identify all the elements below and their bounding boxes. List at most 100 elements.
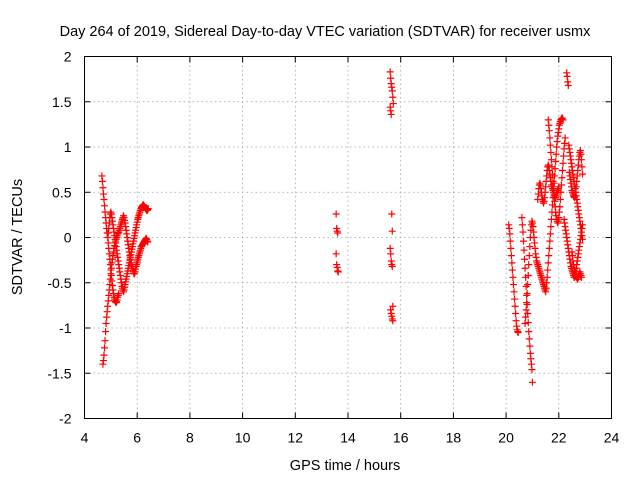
data-point [98,177,106,185]
data-point [386,68,394,76]
series-arc-f [386,68,397,325]
data-point [388,87,396,95]
x-tick-label: 12 [288,430,304,446]
series-arc-b [99,212,141,368]
data-point [546,230,554,238]
data-point [102,319,110,327]
data-point [558,167,566,175]
data-point [522,306,530,314]
data-point [144,205,152,213]
y-tick-label: 0.5 [52,184,72,200]
data-point [509,281,517,289]
data-point [388,210,396,218]
data-point [389,317,397,325]
data-point [561,134,569,142]
data-point [547,148,555,156]
y-axis-label: SDTVAR / TECUs [10,179,26,295]
data-point [388,262,396,270]
data-point [579,170,587,178]
data-point [545,252,553,260]
data-point [101,337,109,345]
data-point [525,252,533,260]
chart-title: Day 264 of 2019, Sidereal Day-to-day VTE… [60,24,592,40]
data-point [552,150,560,158]
data-point [525,261,533,269]
series-arc-h [518,214,536,386]
data-point [528,366,536,374]
data-point [544,259,552,267]
y-tick-label: 1 [64,139,72,155]
data-point [524,319,532,327]
data-point [546,141,554,149]
x-tick-label: 8 [186,430,194,446]
series-arc-c [104,201,152,296]
data-point [507,244,515,252]
data-point [521,319,529,327]
x-tick-label: 10 [235,430,251,446]
y-tick-labels: -2 -1.5 -1 -0.5 0 0.5 1 1.5 2 [47,49,71,427]
data-point [519,237,527,245]
data-point [546,134,554,142]
y-tick-label: -1.5 [47,365,71,381]
data-point [511,295,519,303]
series-arc-d [133,234,152,265]
y-tick-label: -0.5 [47,275,71,291]
data-point [545,127,553,135]
data-point [388,227,396,235]
data-point [555,183,563,191]
data-point [520,246,528,254]
data-point [543,273,551,281]
data-point [514,329,522,337]
data-point [506,237,514,245]
x-tick-label: 14 [340,430,356,446]
data-point [559,116,567,124]
data-point [547,156,555,164]
data-point [508,259,516,267]
data-point [101,344,109,352]
data-point [559,159,567,167]
y-tick-label: 2 [64,49,72,65]
y-tick-label: 0 [64,230,72,246]
data-point [389,93,397,101]
data-point [522,313,530,321]
x-tick-label: 24 [604,430,620,446]
series-arc-e [332,210,342,276]
data-point [578,163,586,171]
data-point [558,174,566,182]
data-point [387,250,395,258]
data-point [524,272,532,280]
data-point [522,282,530,290]
series-arc-i [521,114,567,327]
y-tick-label: -1 [59,320,72,336]
data-point [100,195,108,203]
series-arc-o [568,248,585,283]
data-point [546,237,554,245]
plot-frame [84,56,612,419]
data-point [518,221,526,229]
data-point [389,100,397,108]
data-point [506,230,514,238]
data-point [547,223,555,231]
series-arc-m [560,215,587,281]
data-point [524,281,532,289]
data-point [115,290,123,298]
data-point [523,299,531,307]
data-point [387,110,395,118]
data-point [332,250,340,258]
data-point [511,302,519,310]
data-point [556,195,564,203]
x-tick-label: 4 [81,430,89,446]
x-tick-label: 6 [133,430,141,446]
data-point [552,157,560,165]
data-point [510,288,518,296]
data-point [525,335,533,343]
data-point [102,328,110,336]
x-tick-labels: 4 6 8 10 12 14 16 18 20 22 24 [81,430,620,446]
data-point [508,266,516,274]
data-point [518,214,526,222]
data-point [577,156,585,164]
x-axis-label: GPS time / hours [290,458,400,474]
x-tick-label: 18 [446,430,462,446]
data-point [528,378,536,386]
series-arc-n [565,147,587,202]
